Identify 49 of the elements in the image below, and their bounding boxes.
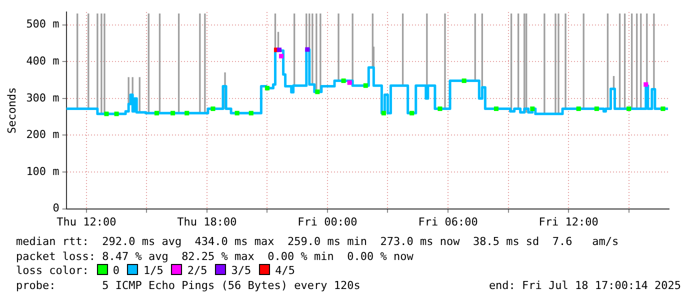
point <box>494 106 498 112</box>
point <box>276 48 282 52</box>
y-tick-label: 300 m <box>26 91 60 104</box>
point <box>381 110 386 116</box>
legend-label: 2/5 <box>187 264 208 277</box>
point <box>305 47 310 52</box>
point <box>660 106 666 112</box>
y-tick-label: 500 m <box>26 18 60 31</box>
x-tick-label: Thu 12:00 <box>56 215 116 228</box>
text: packet loss: 8.47 % avg 82.25 % max 0.00 % min 0.00 % now <box>16 249 414 264</box>
point <box>210 106 216 112</box>
legend-label: 3/5 <box>231 264 252 277</box>
point <box>530 106 535 112</box>
text: median rtt: 292.0 ms avg 434.0 ms max 259.0 ms min 273.0 ms now 38.5 ms sd 7.6 am/s <box>16 234 619 249</box>
x-tick-label: Fri 00:00 <box>298 215 358 228</box>
point <box>264 86 270 90</box>
legend-label: 4/5 <box>275 264 295 277</box>
y-tick-label: 200 m <box>26 128 60 142</box>
point <box>184 110 190 116</box>
point <box>363 83 368 88</box>
legend-title: loss color: <box>16 264 89 277</box>
text: end: Fri Jul 18 17:00:14 2025 <box>488 278 681 293</box>
legend-label: 0 <box>112 264 120 277</box>
y-tick-label: 400 m <box>26 54 60 68</box>
point <box>154 110 159 116</box>
y-tick-label: 100 m <box>26 164 60 178</box>
point <box>234 110 240 116</box>
point <box>279 54 284 58</box>
point <box>438 106 442 112</box>
point <box>114 112 119 116</box>
point <box>626 106 632 112</box>
point <box>462 78 466 84</box>
point <box>576 106 581 112</box>
x-tick-label: Fri 12:00 <box>538 215 598 228</box>
point <box>315 90 320 94</box>
point <box>341 78 346 84</box>
text: probe: 5 ICMP Echo Pings (56 Bytes) every 120s <box>16 278 360 293</box>
x-tick-label: Fri 06:00 <box>418 215 478 228</box>
point <box>410 110 414 116</box>
x-tick-label: Thu 18:00 <box>177 215 237 228</box>
point <box>248 110 254 116</box>
point <box>104 112 109 116</box>
point <box>170 110 176 116</box>
point <box>594 106 599 112</box>
point <box>644 82 648 87</box>
y-tick-label: 0 <box>52 202 60 215</box>
legend-label: 1/5 <box>143 264 164 277</box>
y-axis-title: Seconds <box>5 87 18 134</box>
point <box>347 80 352 85</box>
